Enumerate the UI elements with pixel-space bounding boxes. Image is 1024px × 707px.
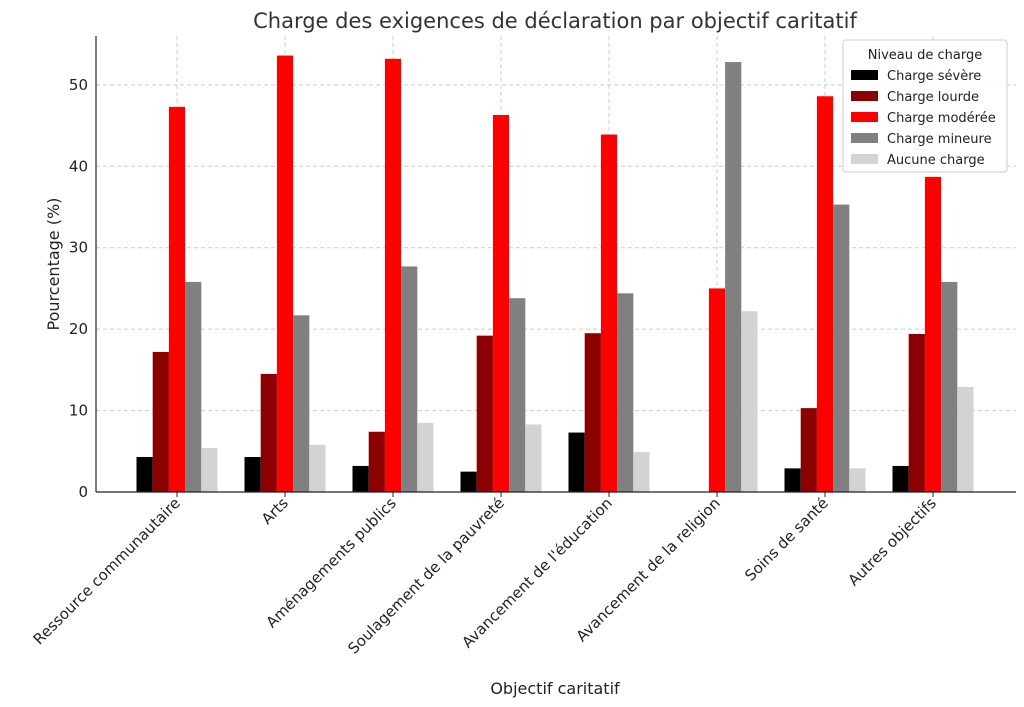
bar	[509, 298, 526, 492]
bar	[460, 471, 477, 492]
bar	[908, 334, 925, 492]
bar	[401, 266, 418, 492]
bar	[152, 351, 169, 492]
legend-swatch	[851, 70, 878, 80]
bar	[833, 204, 850, 493]
legend-entry-label: Charge lourde	[887, 90, 979, 105]
bar	[185, 281, 202, 492]
y-tick-label: 0	[78, 483, 88, 501]
y-tick-label: 40	[69, 157, 88, 175]
bar	[816, 96, 834, 492]
x-axis-label: Objectif caritatif	[490, 679, 620, 698]
legend-swatch	[851, 133, 878, 143]
x-tick-label: Arts	[258, 494, 292, 528]
chart-title: Charge des exigences de déclaration par …	[253, 9, 857, 33]
bar	[957, 386, 974, 492]
bar	[276, 55, 294, 493]
bar	[293, 315, 310, 492]
legend-entry-label: Aucune charge	[887, 153, 985, 168]
legend-entry-label: Charge modérée	[887, 111, 996, 126]
bar	[384, 58, 402, 493]
legend-entry-label: Charge mineure	[887, 132, 992, 147]
x-tick-labels: Ressource communautaire ArtsAménagements …	[30, 492, 940, 658]
x-tick-label: Ressource communautaire	[30, 494, 184, 648]
bar	[525, 424, 542, 492]
legend-box	[842, 39, 1008, 173]
bar	[136, 456, 153, 492]
bar	[725, 62, 742, 493]
bar	[849, 468, 866, 492]
bar	[201, 448, 218, 492]
axes	[95, 36, 1016, 493]
bar	[476, 335, 493, 492]
y-tick-label: 30	[69, 239, 88, 257]
bar	[600, 134, 618, 492]
bar	[584, 333, 601, 492]
legend-entry-label: Charge sévère	[887, 69, 981, 84]
bar	[368, 431, 385, 492]
bar	[800, 408, 817, 492]
y-tick-label: 50	[69, 76, 88, 94]
bar	[708, 288, 726, 492]
bar	[492, 114, 510, 492]
bar	[892, 465, 909, 492]
x-tick-label: Soins de santé	[741, 494, 832, 585]
bar	[568, 432, 585, 492]
y-axis-label: Pourcentage (%)	[44, 198, 63, 331]
legend-swatch	[851, 112, 878, 122]
y-tick-label: 10	[69, 402, 88, 420]
bar	[784, 468, 801, 492]
legend-title: Niveau de charge	[868, 48, 982, 63]
x-tick-label: Autres objectifs	[845, 494, 940, 589]
bar	[741, 311, 758, 492]
y-tick-label: 20	[69, 320, 88, 338]
bar	[352, 465, 369, 492]
legend: Niveau de charge Charge sévère Charge lour…	[842, 39, 1008, 173]
bar	[168, 106, 186, 492]
bar	[941, 281, 958, 492]
bar	[633, 452, 650, 492]
bars	[136, 55, 974, 493]
bar	[309, 444, 326, 492]
bar	[244, 456, 261, 492]
legend-swatch	[851, 91, 878, 101]
bar	[924, 176, 942, 492]
bar	[417, 422, 434, 492]
bar	[617, 293, 634, 492]
y-tick-labels: 0 10 20 30 40 50	[69, 76, 88, 501]
bar	[260, 373, 277, 492]
legend-swatch	[851, 154, 878, 164]
